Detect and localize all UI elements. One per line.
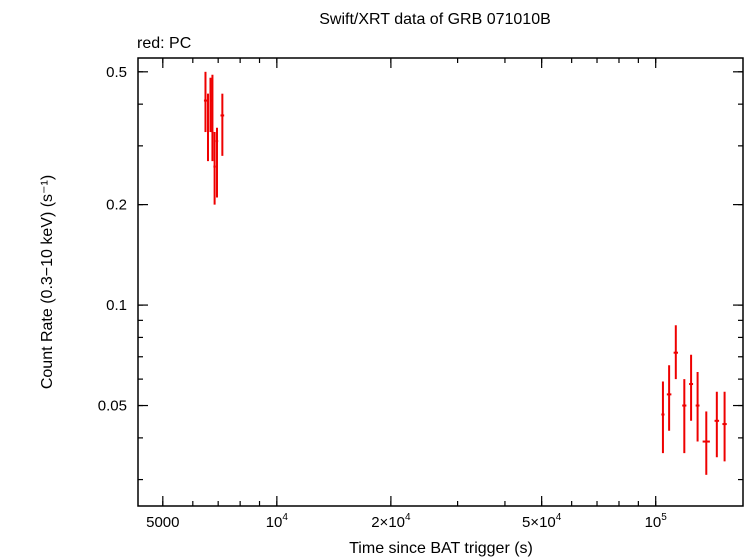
x-tick-label: 104	[266, 512, 289, 531]
data-point	[211, 74, 214, 162]
data-point	[689, 354, 694, 421]
data-point	[215, 127, 219, 198]
data-point	[682, 379, 687, 454]
y-tick-label: 0.05	[98, 398, 127, 415]
x-tick-label: 5000	[146, 514, 179, 531]
x-tick-label: 2×104	[371, 512, 411, 531]
data-point	[209, 77, 212, 133]
y-tick-label: 0.1	[106, 297, 127, 314]
data-point	[661, 381, 665, 454]
data-point	[206, 93, 209, 162]
data-point	[666, 365, 672, 431]
y-tick-label: 0.2	[106, 197, 127, 214]
x-tick-label: 105	[645, 512, 668, 531]
data-point	[203, 71, 207, 133]
y-tick-label: 0.5	[106, 64, 127, 81]
legend-text: red: PC	[137, 35, 191, 52]
data-point	[213, 132, 216, 205]
data-point	[722, 391, 727, 462]
data-point	[220, 93, 225, 156]
data-point	[673, 325, 678, 380]
data-point	[714, 391, 720, 458]
chart-title: Swift/XRT data of GRB 071010B	[319, 11, 551, 28]
plot-frame	[137, 57, 744, 507]
y-axis-label: Count Rate (0.3−10 keV) (s⁻¹)	[39, 175, 56, 389]
data-point	[702, 411, 710, 475]
x-axis-label: Time since BAT trigger (s)	[349, 540, 533, 557]
x-tick-label: 5×104	[522, 512, 562, 531]
axis-ticks: 5000 104 2×104 5×104 105 0.5 0.2 0.1 0.05	[98, 58, 743, 531]
data-point	[695, 372, 700, 442]
data-points	[203, 71, 727, 475]
